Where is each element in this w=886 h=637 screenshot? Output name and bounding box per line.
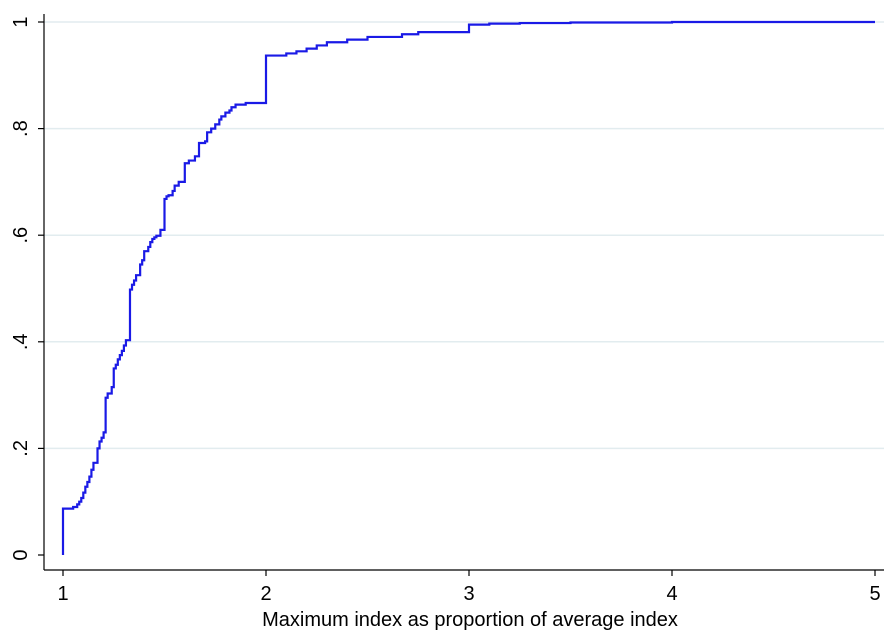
y-tick-label: .2 <box>10 440 32 457</box>
x-tick-label: 3 <box>463 583 474 605</box>
axes: 0 .2 .4 .6 .8 1 1 2 3 4 5 <box>10 14 884 605</box>
x-tick-label: 2 <box>260 583 271 605</box>
x-axis-title: Maximum index as proportion of average i… <box>262 609 678 631</box>
gridlines <box>44 21 884 450</box>
y-tick-label: 1 <box>10 16 32 27</box>
y-tick-label: .8 <box>10 120 32 137</box>
y-tick-label: 0 <box>10 549 32 560</box>
x-tick-label: 5 <box>869 583 880 605</box>
x-tick-label: 1 <box>57 583 68 605</box>
series-line <box>61 20 875 555</box>
series-layer <box>61 20 875 555</box>
y-tick-label: .6 <box>10 227 32 244</box>
y-tick-label: .4 <box>10 333 32 350</box>
x-tick-label: 4 <box>666 583 677 605</box>
